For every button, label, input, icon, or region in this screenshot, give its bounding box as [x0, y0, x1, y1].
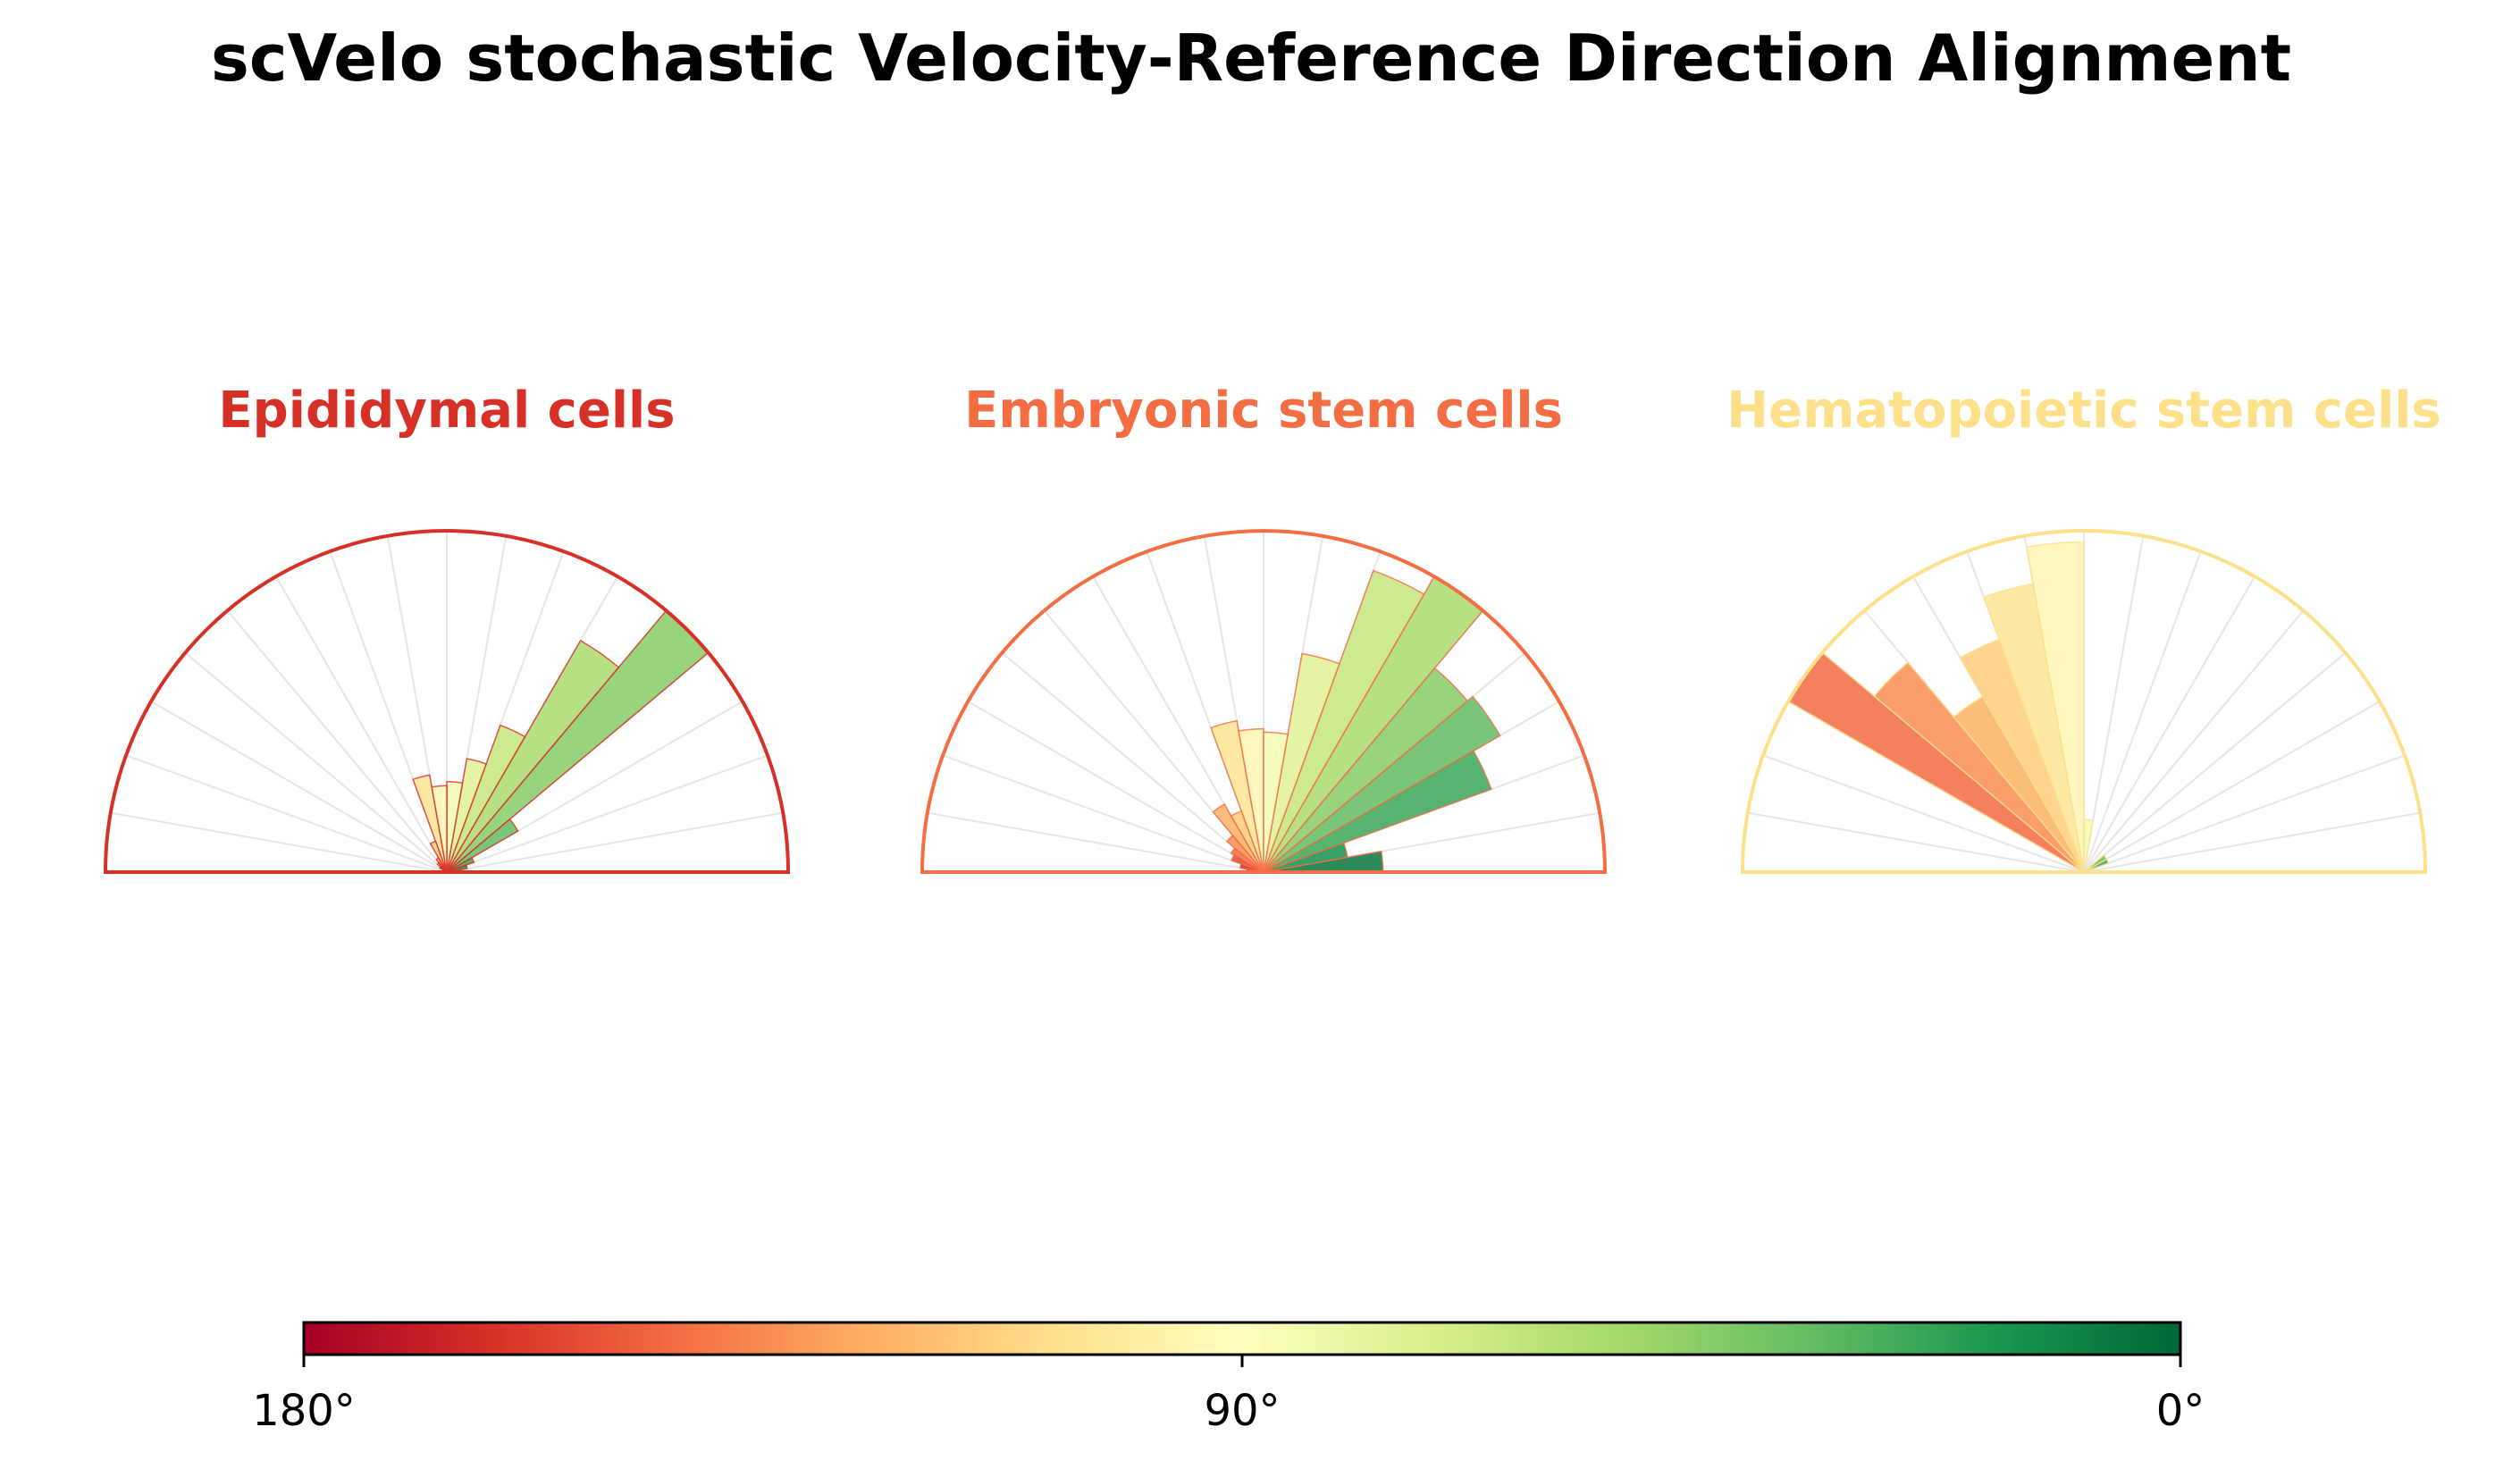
- grid-line: [2083, 550, 2202, 873]
- panel-title: Epididymal cells: [218, 382, 675, 440]
- bar-bin-65deg: [1263, 569, 1425, 873]
- grid-line: [2083, 535, 2145, 873]
- bar-bin-115deg: [1959, 638, 2085, 873]
- grid-line: [226, 609, 448, 873]
- bar-bin-55deg: [446, 639, 620, 873]
- bar-bin-115deg: [1230, 810, 1264, 873]
- grid-line: [150, 701, 448, 873]
- bar-bin-35deg: [446, 818, 519, 873]
- grid-line: [927, 811, 1264, 873]
- bar-bin-75deg: [1263, 652, 1340, 873]
- bar-bin-95deg: [431, 785, 448, 873]
- bar-bin-45deg: [1263, 667, 1469, 873]
- grid-line: [2083, 575, 2255, 873]
- grid-line: [2083, 609, 2305, 873]
- bar-bin-95deg: [1238, 727, 1264, 873]
- grid-line: [1001, 651, 1264, 873]
- bar-bin-135deg: [1225, 834, 1264, 873]
- bar-bin-155deg: [1231, 853, 1264, 873]
- polar-panel: Hematopoietic stem cells: [1726, 382, 2441, 874]
- bar-bin-25deg: [446, 856, 475, 873]
- bar-bin-65deg: [446, 724, 526, 873]
- panel-frame: [1740, 529, 2428, 874]
- bar-bin-85deg: [446, 780, 464, 873]
- grid-line: [2083, 811, 2421, 873]
- bar-bin-145deg: [1230, 846, 1264, 873]
- panel-title: Embryonic stem cells: [964, 382, 1563, 440]
- bar-bin-125deg: [1212, 802, 1264, 873]
- bar-bin-35deg: [2083, 854, 2108, 873]
- polar-panel: Embryonic stem cells: [920, 382, 1608, 874]
- grid-line: [1762, 754, 2085, 873]
- polar-panel: Epididymal cells: [103, 382, 791, 874]
- grid-line: [1747, 811, 2085, 873]
- panel-frame: [103, 529, 791, 874]
- bar-bin-85deg: [2083, 818, 2095, 873]
- grid-line: [446, 811, 784, 873]
- grid-line: [275, 575, 448, 873]
- colorbar-label-0: 0°: [2156, 1386, 2205, 1436]
- chart-title: scVelo stochastic Velocity-Reference Dir…: [211, 21, 2291, 96]
- bar-bin-105deg: [1983, 583, 2085, 873]
- grid-line: [942, 754, 1264, 873]
- panels: Epididymal cells Embryonic stem cells Hema…: [103, 382, 2441, 874]
- bar-bin-25deg: [1263, 750, 1492, 873]
- bar-bin-85deg: [1263, 731, 1289, 873]
- grid-line: [446, 754, 769, 873]
- grid-line: [2083, 754, 2406, 873]
- bar-bin-35deg: [1263, 695, 1501, 873]
- bar-bin-125deg: [1953, 695, 2085, 873]
- grid-line: [2083, 651, 2347, 873]
- panel-frame: [920, 529, 1608, 874]
- grid-line: [2083, 701, 2381, 873]
- colorbar-label-90: 90°: [1204, 1386, 1280, 1436]
- colorbar: 180° 90° 0°: [252, 1321, 2205, 1436]
- grid-line: [125, 754, 448, 873]
- colorbar-label-180: 180°: [252, 1386, 356, 1436]
- bar-bin-75deg: [446, 758, 488, 873]
- colorbar-gradient: [304, 1322, 2180, 1355]
- grid-line: [967, 701, 1264, 873]
- bar-bin-165deg: [1239, 862, 1264, 873]
- bar-bin-135deg: [1873, 661, 2085, 873]
- panel-title: Hematopoietic stem cells: [1726, 382, 2440, 440]
- bar-bin-15deg: [1263, 842, 1348, 873]
- grid-line: [184, 651, 448, 873]
- grid-line: [110, 811, 448, 873]
